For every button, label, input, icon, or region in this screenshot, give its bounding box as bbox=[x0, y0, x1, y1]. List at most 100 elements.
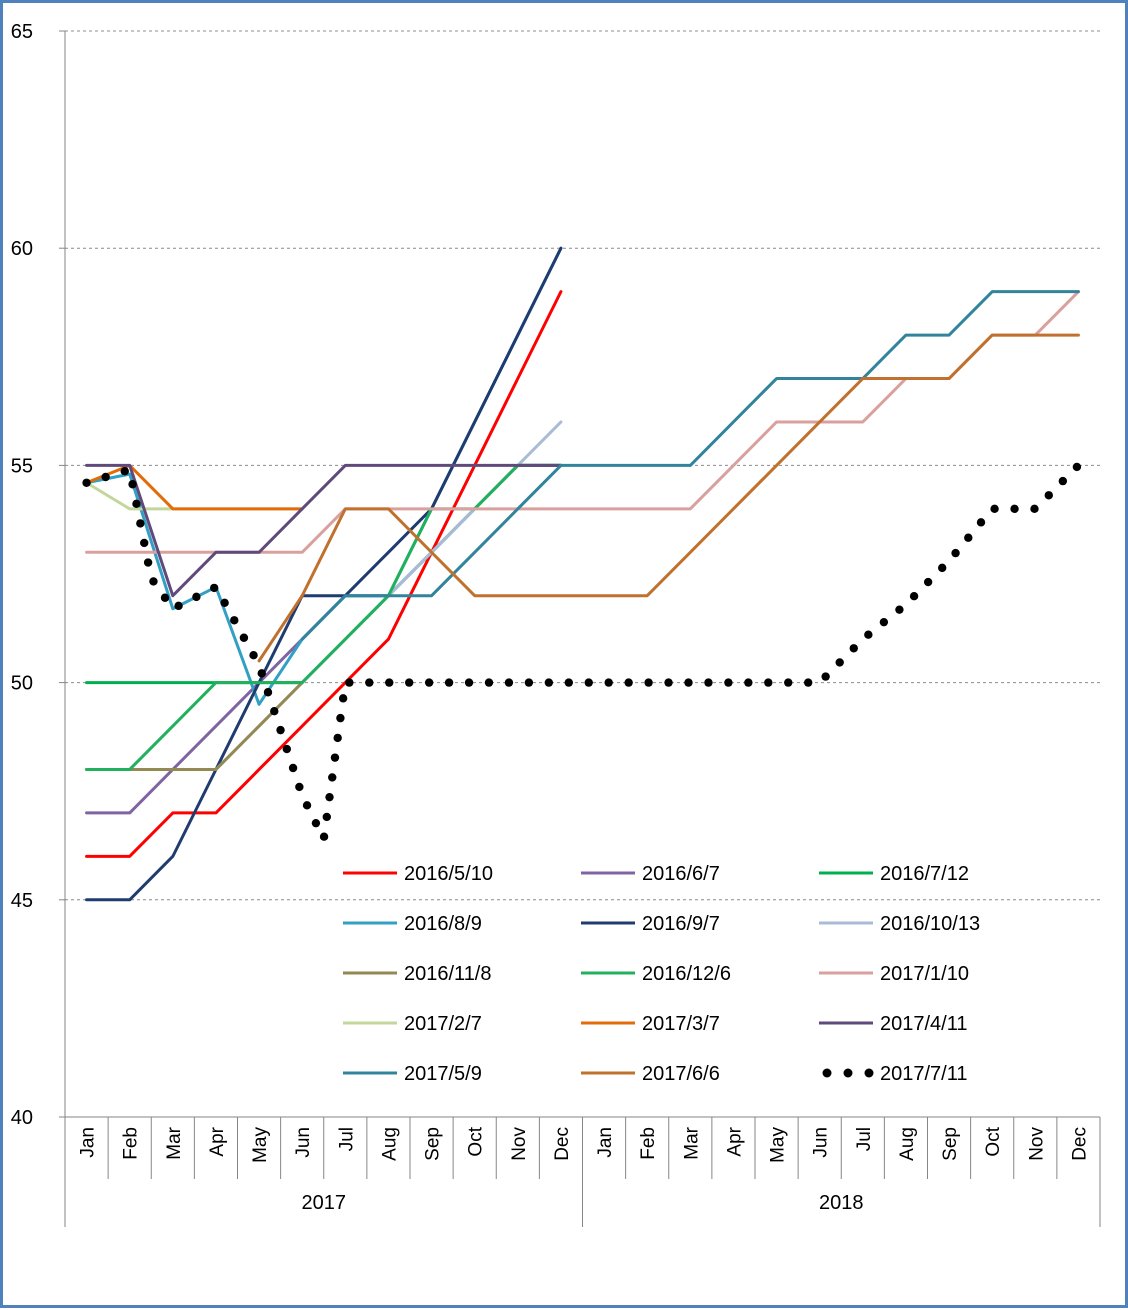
legend-item: 2017/3/7 bbox=[581, 1013, 720, 1035]
legend-label: 2016/7/12 bbox=[880, 863, 969, 885]
data-point bbox=[282, 744, 292, 754]
x-tick-label-year: 2018 bbox=[819, 1192, 864, 1214]
data-point bbox=[624, 678, 633, 687]
data-point bbox=[849, 644, 858, 653]
x-tick-label-month: May bbox=[250, 1127, 271, 1163]
x-tick-label-month: Jun bbox=[811, 1127, 832, 1158]
data-point bbox=[230, 616, 239, 625]
legend-marker bbox=[822, 1068, 832, 1078]
x-tick-label-month: Feb bbox=[638, 1127, 659, 1160]
legend-item: 2016/6/7 bbox=[581, 863, 720, 885]
data-point bbox=[128, 480, 137, 489]
x-tick-label-month: Mar bbox=[164, 1126, 185, 1159]
data-point bbox=[976, 518, 986, 527]
series-line-2017/6/6 bbox=[257, 333, 1080, 663]
legend-item: 2016/9/7 bbox=[581, 913, 720, 935]
legend-label: 2016/6/7 bbox=[642, 863, 720, 885]
data-point bbox=[684, 678, 693, 687]
data-point bbox=[484, 678, 494, 687]
data-point bbox=[444, 678, 454, 687]
data-point bbox=[405, 678, 414, 687]
legend-label: 2016/8/9 bbox=[404, 913, 482, 935]
data-point bbox=[923, 577, 933, 587]
series-line-2016/6/7 bbox=[85, 463, 563, 815]
data-point bbox=[120, 467, 129, 476]
data-point bbox=[160, 593, 170, 602]
x-tick-label-month: Sep bbox=[940, 1127, 961, 1161]
data-point bbox=[328, 773, 337, 782]
legend-marker bbox=[864, 1068, 874, 1078]
y-tick-label: 40 bbox=[11, 1107, 33, 1129]
legend-item: 2016/11/8 bbox=[343, 963, 492, 985]
legend-label: 2017/5/9 bbox=[404, 1063, 482, 1085]
legend-item: 2017/6/6 bbox=[581, 1063, 720, 1085]
legend-label: 2017/7/11 bbox=[880, 1063, 968, 1085]
data-point bbox=[504, 678, 514, 687]
x-tick-label-month: Aug bbox=[897, 1127, 918, 1161]
axes bbox=[64, 31, 1100, 1118]
legend-label: 2017/3/7 bbox=[642, 1013, 720, 1035]
y-axis-ticks: 40 45 50 55 60 65 bbox=[11, 21, 65, 1129]
data-point bbox=[464, 678, 474, 687]
x-tick-label-month: Oct bbox=[466, 1126, 487, 1156]
legend-label: 2016/12/6 bbox=[642, 963, 731, 985]
data-point bbox=[784, 678, 793, 687]
y-tick-label: 50 bbox=[11, 673, 33, 695]
data-point bbox=[311, 818, 321, 828]
data-point bbox=[302, 801, 312, 810]
data-point bbox=[330, 753, 340, 762]
data-point bbox=[174, 601, 183, 611]
data-point bbox=[804, 678, 813, 687]
data-point bbox=[338, 694, 348, 703]
series-lines bbox=[82, 246, 1082, 902]
series-line-2016/5/10 bbox=[85, 290, 563, 858]
legend-item: 2017/1/10 bbox=[819, 963, 969, 985]
data-point bbox=[276, 725, 285, 735]
data-point bbox=[835, 658, 844, 667]
data-point bbox=[263, 688, 273, 697]
data-point bbox=[1072, 462, 1082, 472]
series-line-2017/4/11 bbox=[85, 463, 563, 598]
x-tick-label-month: Jan bbox=[595, 1127, 616, 1158]
legend-label: 2016/5/10 bbox=[404, 863, 493, 885]
data-point bbox=[295, 782, 304, 792]
legend-label: 2017/4/11 bbox=[880, 1013, 968, 1035]
x-tick-label-month: May bbox=[768, 1127, 789, 1163]
data-point bbox=[1044, 491, 1053, 500]
x-tick-label-month: Oct bbox=[983, 1126, 1004, 1156]
x-tick-label-month: Sep bbox=[423, 1127, 444, 1161]
data-point bbox=[82, 478, 91, 487]
legend-item: 2016/10/13 bbox=[819, 913, 980, 935]
data-point bbox=[192, 592, 201, 602]
data-point bbox=[964, 533, 973, 542]
data-point bbox=[424, 678, 434, 687]
data-point bbox=[257, 669, 266, 678]
x-tick-label-month: Nov bbox=[509, 1127, 530, 1161]
data-point bbox=[239, 633, 249, 642]
x-tick-label-month: Jan bbox=[78, 1127, 99, 1158]
data-point bbox=[345, 678, 354, 687]
data-point bbox=[333, 733, 342, 743]
x-tick-label-month: Nov bbox=[1026, 1127, 1047, 1161]
data-point bbox=[220, 598, 229, 608]
data-point bbox=[937, 563, 947, 573]
y-tick-label: 60 bbox=[11, 238, 33, 260]
data-point bbox=[1030, 504, 1039, 514]
y-tick-label: 55 bbox=[11, 455, 33, 477]
series-line-2016/9/7 bbox=[85, 246, 563, 902]
data-point bbox=[322, 812, 331, 822]
x-tick-label-month: Jul bbox=[336, 1127, 357, 1151]
data-point bbox=[136, 519, 145, 528]
data-point bbox=[990, 504, 999, 514]
data-point bbox=[365, 678, 374, 687]
legend-label: 2016/10/13 bbox=[880, 913, 980, 935]
data-point bbox=[879, 617, 889, 627]
legend-item: 2017/4/11 bbox=[819, 1013, 968, 1035]
x-tick-label-month: Mar bbox=[681, 1126, 702, 1159]
data-point bbox=[584, 678, 593, 687]
data-point bbox=[143, 558, 153, 567]
x-tick-label-month: Jul bbox=[854, 1127, 875, 1151]
line-chart: 40 45 50 55 60 65 Jan Feb Mar Apr May Jun Jul Aug Sep… bbox=[11, 21, 1101, 1227]
series-line-2017/2/7 bbox=[85, 481, 304, 511]
